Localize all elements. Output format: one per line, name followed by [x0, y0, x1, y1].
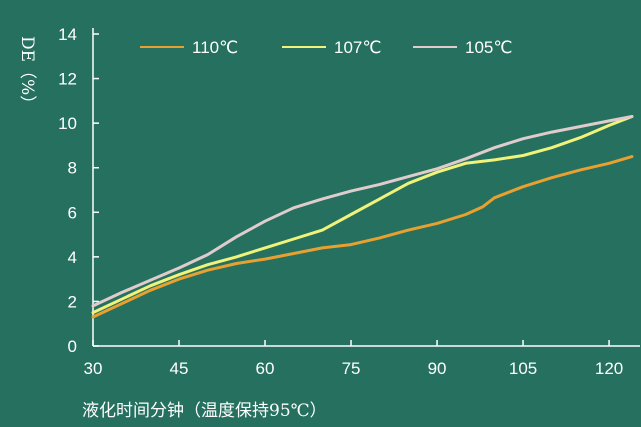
y-tick-label: 12	[58, 70, 77, 89]
x-tick-label: 45	[170, 359, 189, 378]
series-line-1	[91, 115, 634, 315]
x-tick-label: 120	[595, 359, 623, 378]
y-tick-label: 10	[58, 114, 77, 133]
y-tick-label: 2	[68, 292, 77, 311]
y-axis-label: DE（%）	[17, 36, 37, 112]
axes	[92, 28, 640, 347]
y-tick-label: 4	[68, 248, 77, 267]
y-tick-label: 0	[68, 337, 77, 356]
series-line-2	[91, 115, 634, 308]
x-tick-label: 105	[509, 359, 537, 378]
legend-label-0: 110℃	[192, 38, 238, 57]
series-line-0	[91, 155, 634, 319]
legend-label-1: 107℃	[334, 38, 381, 57]
y-tick-label: 8	[68, 159, 77, 178]
legend-label-2: 105℃	[465, 38, 512, 57]
x-axis-label: 液化时间分钟（温度保持95℃）	[82, 401, 327, 421]
legend: 110℃ 107℃ 105℃	[140, 38, 512, 57]
y-tick-label: 14	[58, 25, 77, 44]
x-tick-label: 90	[428, 359, 447, 378]
x-tick-label: 75	[342, 359, 361, 378]
x-tick-label: 30	[84, 359, 103, 378]
y-tick-label: 6	[68, 203, 77, 222]
ticks: 0 2 4 6 8 10 12 14 30 45 60 75 90 105 120	[58, 25, 623, 378]
series	[91, 115, 634, 319]
x-tick-label: 60	[256, 359, 275, 378]
